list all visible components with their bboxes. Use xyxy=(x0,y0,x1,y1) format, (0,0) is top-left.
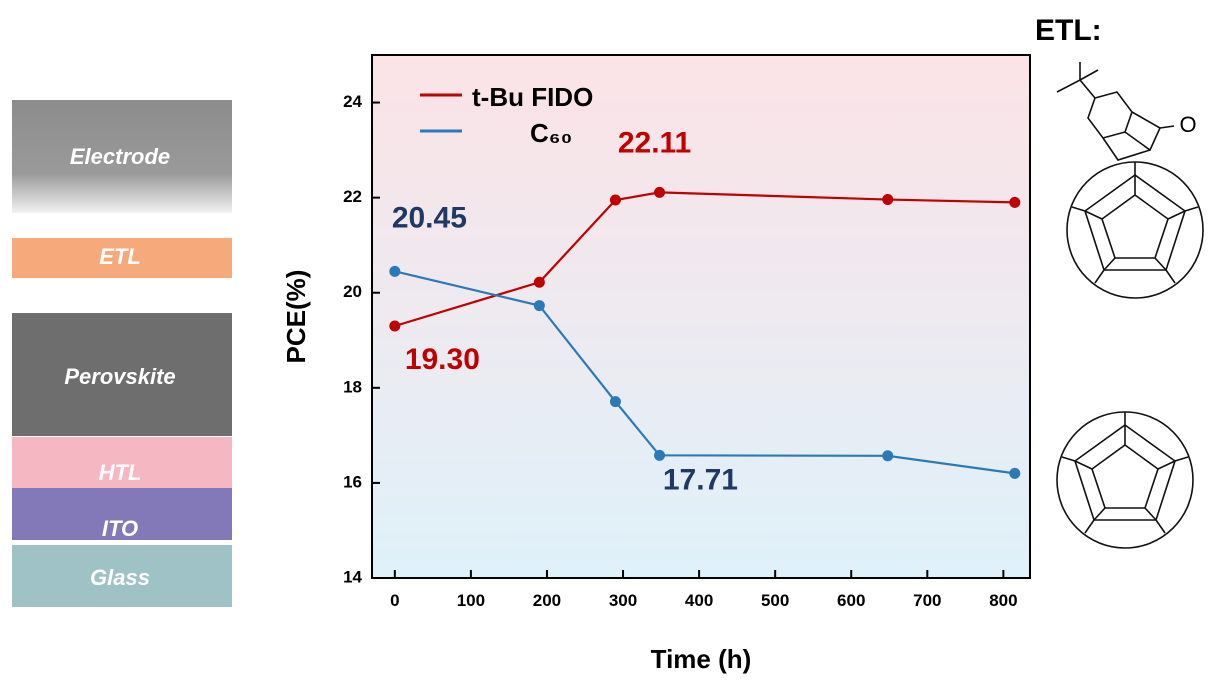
data-point xyxy=(533,276,545,288)
layer-label: ITO xyxy=(102,516,138,541)
y-tick-label: 22 xyxy=(343,187,362,206)
layer-glass xyxy=(12,545,232,607)
y-tick-label: 16 xyxy=(343,472,362,491)
y-tick-label: 18 xyxy=(343,377,362,396)
x-tick-label: 100 xyxy=(457,591,485,610)
layer-label: Electrode xyxy=(70,144,170,169)
x-tick-label: 700 xyxy=(913,591,941,610)
chart: 14 16 18 20 22 24 0 100 200 300 400 500 600 700 800 Tim… xyxy=(281,54,1031,674)
plot-frame xyxy=(371,54,1031,579)
layer-label: ETL xyxy=(99,244,141,269)
layer-perovskite xyxy=(12,313,232,436)
molecules: ETL: O xyxy=(1035,14,1204,549)
fullerene-1 xyxy=(1066,161,1204,299)
data-point xyxy=(609,396,621,408)
data-label: 22.11 xyxy=(618,126,691,159)
carbonyl-bond xyxy=(1159,125,1175,129)
data-point xyxy=(1009,196,1021,208)
data-point xyxy=(533,300,545,312)
fluorenone-bonds xyxy=(1056,62,1162,161)
layer-ito xyxy=(12,488,232,540)
legend-label: t-Bu FIDO xyxy=(472,82,593,112)
layer-electrode xyxy=(12,100,232,213)
data-point xyxy=(654,186,666,198)
y-tick-label: 20 xyxy=(343,282,362,301)
layer-label: Glass xyxy=(90,565,150,590)
x-axis-label: Time (h) xyxy=(651,644,752,674)
y-tick-label: 14 xyxy=(343,567,362,586)
legend-label: C₆₀ xyxy=(530,118,572,148)
x-tick-label: 800 xyxy=(989,591,1017,610)
layer-label: HTL xyxy=(99,460,142,485)
x-tick-label: 500 xyxy=(761,591,789,610)
plot-background xyxy=(372,55,1030,578)
data-point xyxy=(882,194,894,206)
layer-label: Perovskite xyxy=(64,364,175,389)
data-label: 20.45 xyxy=(392,201,467,234)
structure-title: ETL: xyxy=(1035,14,1102,47)
data-point xyxy=(654,449,666,461)
x-tick-label: 300 xyxy=(609,591,637,610)
data-label: 19.30 xyxy=(405,343,480,376)
y-axis-label: PCE(%) xyxy=(281,270,311,364)
layer-etl xyxy=(12,238,232,278)
data-label: 17.71 xyxy=(663,464,738,497)
layer-htl xyxy=(12,437,232,488)
series-line xyxy=(394,270,1015,475)
data-point xyxy=(1009,467,1021,479)
data-point xyxy=(609,194,621,206)
data-point xyxy=(389,320,401,332)
x-tick-label: 200 xyxy=(533,591,561,610)
oxygen-label: O xyxy=(1179,112,1196,137)
data-point xyxy=(882,450,894,462)
x-tick-label: 600 xyxy=(837,591,865,610)
fullerene-2 xyxy=(1056,411,1194,549)
device-stack: Electrode ETL Perovskite HTL ITO Glass xyxy=(12,100,232,607)
x-tick-label: 0 xyxy=(390,591,399,610)
x-tick-label: 400 xyxy=(685,591,713,610)
data-point xyxy=(389,265,401,277)
y-tick-label: 24 xyxy=(343,92,362,111)
series-line xyxy=(394,191,1015,328)
